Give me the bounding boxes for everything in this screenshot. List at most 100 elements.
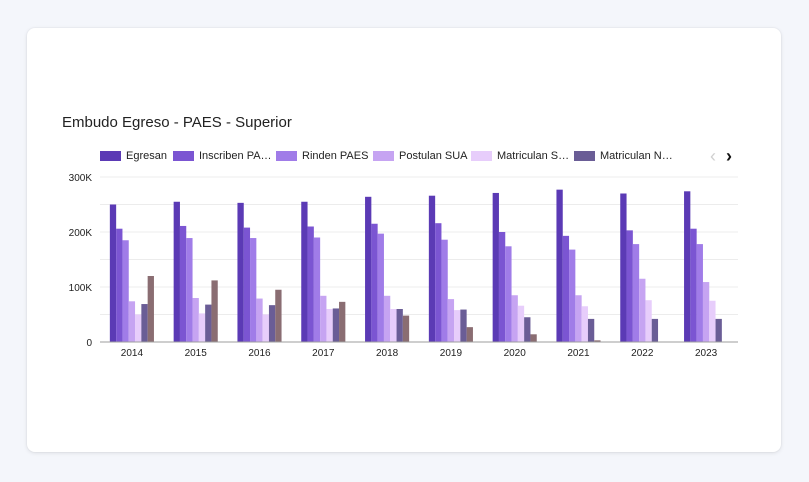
- bar: [447, 299, 455, 342]
- bar: [211, 280, 218, 342]
- bar: [562, 235, 570, 342]
- bar: [135, 314, 142, 342]
- bar: [530, 334, 537, 342]
- legend-label: Postulan SUA: [399, 150, 468, 162]
- legend-item-postulan-sua[interactable]: Postulan SUA: [373, 150, 467, 162]
- x-tick-label: 2020: [504, 348, 527, 359]
- bar: [581, 306, 588, 342]
- bar: [326, 309, 333, 342]
- bar: [237, 202, 244, 342]
- bar: [390, 309, 397, 342]
- bar: [575, 295, 582, 342]
- bar: [320, 295, 327, 342]
- bar: [428, 195, 436, 342]
- legend-item-matriculan-no-sua[interactable]: Matriculan N…: [574, 150, 673, 162]
- bar: [498, 232, 506, 342]
- bar: [709, 300, 716, 342]
- bar: [594, 340, 601, 342]
- x-tick-label: 2019: [440, 348, 463, 359]
- legend-item-egresan[interactable]: Egresan: [100, 150, 167, 162]
- x-tick-label: 2015: [185, 348, 208, 359]
- y-tick-label: 200K: [69, 228, 93, 239]
- bar: [690, 228, 697, 342]
- bar: [569, 249, 576, 342]
- x-tick-label: 2016: [248, 348, 271, 359]
- bar: [505, 246, 512, 342]
- legend-swatch: [574, 151, 595, 161]
- bar: [256, 298, 263, 342]
- bar: [383, 295, 391, 342]
- bar: [517, 305, 525, 342]
- bar: [141, 304, 148, 342]
- legend-label: Rinden PAES: [302, 150, 369, 162]
- bar: [301, 201, 308, 342]
- y-tick-label: 300K: [69, 173, 93, 184]
- bar: [198, 313, 206, 342]
- bar: [702, 282, 710, 342]
- bar: [173, 201, 180, 342]
- bar: [460, 309, 467, 342]
- bar: [268, 305, 276, 342]
- legend-item-inscriben-paes[interactable]: Inscriben PA…: [173, 150, 272, 162]
- bar: [626, 230, 633, 342]
- bar: [492, 192, 499, 342]
- bar: [339, 301, 346, 342]
- bar: [275, 289, 282, 342]
- legend-label: Matriculan S…: [497, 150, 570, 162]
- bar: [511, 295, 518, 342]
- bar: [262, 314, 269, 342]
- legend-label: Egresan: [126, 150, 167, 162]
- bar: [454, 310, 461, 342]
- bar: [332, 308, 340, 342]
- x-tick-label: 2021: [567, 348, 590, 359]
- bar: [466, 327, 473, 342]
- legend-swatch: [471, 151, 492, 161]
- bar: [186, 238, 193, 342]
- legend-swatch: [100, 151, 121, 161]
- x-tick-label: 2014: [121, 348, 144, 359]
- bar: [639, 278, 646, 342]
- bar: [179, 225, 187, 342]
- legend-label: Matriculan N…: [600, 150, 673, 162]
- bar: [715, 318, 722, 342]
- bar: [556, 189, 563, 342]
- legend-item-rinden-paes[interactable]: Rinden PAES: [276, 150, 368, 162]
- bar: [684, 191, 691, 342]
- chart-card: [27, 28, 781, 452]
- bars: [109, 189, 722, 342]
- legend-swatch: [373, 151, 394, 161]
- y-tick-label: 100K: [69, 283, 93, 294]
- legend-prev-chevron-icon[interactable]: ‹: [710, 146, 716, 166]
- legend-item-matriculan-sua[interactable]: Matriculan S…: [471, 150, 569, 162]
- legend-swatch: [276, 151, 297, 161]
- bar: [441, 239, 448, 342]
- chart-title: Embudo Egreso - PAES - Superior: [62, 114, 292, 131]
- bar: [435, 223, 442, 342]
- x-tick-label: 2017: [312, 348, 335, 359]
- x-tick-label: 2022: [631, 348, 654, 359]
- bar: [109, 204, 117, 342]
- x-tick-label: 2018: [376, 348, 399, 359]
- bar: [307, 226, 314, 342]
- x-tick-label: 2023: [695, 348, 718, 359]
- legend-label: Inscriben PA…: [199, 150, 272, 162]
- bar: [620, 193, 627, 342]
- legend-swatch: [173, 151, 194, 161]
- legend-next-chevron-icon[interactable]: ›: [726, 146, 732, 166]
- bar: [587, 318, 595, 342]
- bar: [371, 223, 378, 342]
- bar: [147, 276, 154, 342]
- bar: [396, 309, 403, 342]
- y-axis-ticks: 0 100K 200K 300K: [69, 173, 93, 349]
- bar: [313, 237, 321, 342]
- bar: [651, 318, 659, 342]
- bar: [122, 240, 129, 342]
- bar: [128, 301, 136, 342]
- bar: [205, 304, 212, 342]
- bar: [632, 244, 640, 342]
- y-tick-label: 0: [86, 338, 92, 349]
- bar: [250, 238, 257, 342]
- bar: [192, 298, 199, 342]
- bar: [524, 317, 531, 342]
